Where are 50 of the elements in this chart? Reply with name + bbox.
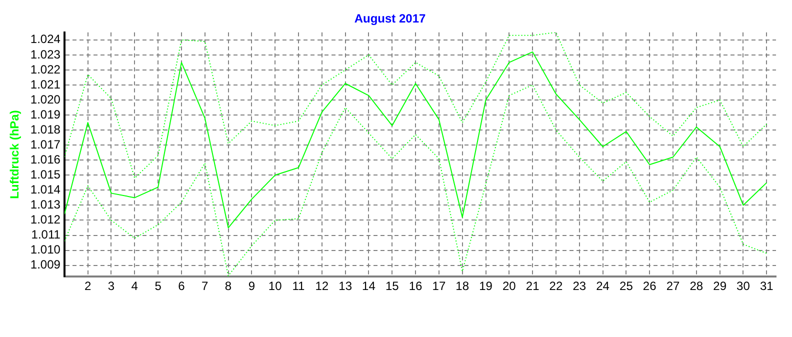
x-tick-label: 25 [620, 279, 634, 294]
x-tick-label: 10 [268, 279, 282, 294]
y-tick-label: 1.020 [30, 92, 61, 106]
x-tick-label: 8 [224, 279, 232, 294]
x-tick-label: 9 [248, 279, 256, 294]
y-tick-label: 1.024 [30, 32, 61, 46]
x-tick-label: 15 [385, 279, 400, 294]
y-tick-label: 1.013 [30, 198, 61, 212]
x-tick-label: 16 [408, 279, 423, 294]
x-tick-label: 30 [736, 279, 750, 294]
x-tick-label: 31 [760, 279, 774, 294]
x-tick-label: 24 [596, 279, 610, 294]
chart-title: August 2017 [354, 12, 426, 26]
x-tick-label: 19 [479, 279, 493, 294]
x-tick-label: 6 [178, 279, 186, 294]
x-tick-label: 17 [432, 279, 446, 294]
y-axis-title: Luftdruck (hPa) [8, 110, 22, 199]
y-tick-label: 1.015 [30, 167, 61, 182]
y-tick-label: 1.011 [31, 228, 61, 242]
y-tick-label: 1.012 [30, 212, 61, 227]
x-tick-label: 26 [642, 279, 657, 294]
x-tick-label: 11 [292, 279, 306, 294]
x-tick-label: 28 [690, 279, 704, 294]
y-tick-label: 1.018 [30, 122, 61, 136]
x-tick-label: 7 [202, 279, 209, 294]
x-tick-label: 22 [549, 279, 563, 294]
x-tick-label: 12 [315, 279, 329, 294]
x-tick-label: 14 [362, 279, 376, 294]
x-tick-label: 29 [713, 279, 727, 294]
line-series [64, 84, 768, 276]
x-tick-label: 2 [84, 279, 92, 294]
x-tick-label: 18 [456, 279, 470, 294]
x-tick-label: 5 [154, 279, 162, 294]
y-tick-label: 1.019 [30, 107, 61, 122]
y-tick-label: 1.023 [30, 47, 61, 62]
y-tick-label: 1.022 [30, 62, 61, 76]
x-tick-label: 13 [338, 279, 352, 294]
x-tick-label: 3 [108, 279, 115, 294]
x-tick-label: 4 [131, 279, 138, 294]
x-tick-label: 21 [526, 279, 540, 294]
y-tick-label: 1.009 [30, 258, 61, 272]
x-tick-label: 20 [502, 279, 516, 294]
y-tick-label: 1.014 [30, 182, 61, 197]
line-series [64, 32, 768, 179]
y-tick-label: 1.021 [30, 77, 61, 92]
y-tick-label: 1.017 [30, 137, 61, 152]
x-tick-label: 23 [572, 279, 586, 294]
y-tick-label: 1.010 [30, 242, 61, 257]
x-tick-label: 27 [666, 279, 680, 294]
y-tick-label: 1.016 [30, 152, 61, 166]
